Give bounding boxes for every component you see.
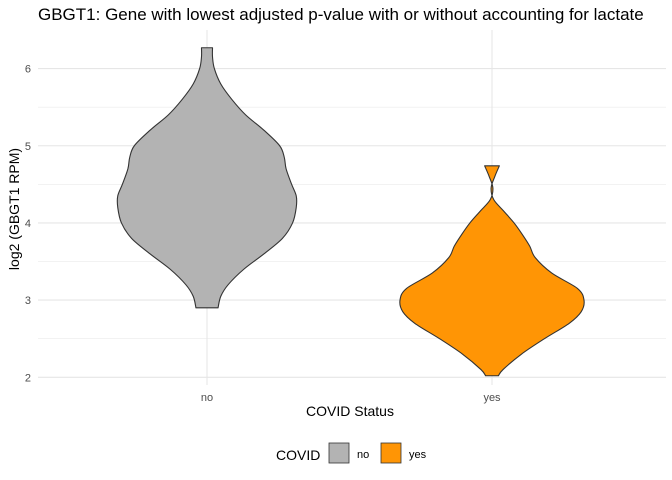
violin-yes [399,165,585,377]
y-tick-label: 4 [25,218,31,230]
y-tick-label: 2 [25,372,31,384]
y-axis-title: log2 (GBGT1 RPM) [6,148,22,270]
x-tick-label: yes [483,392,501,404]
legend: COVID no yes [276,442,427,464]
violins [116,47,585,377]
legend-label-yes: yes [409,449,427,461]
legend-swatch-yes [380,442,402,464]
violin-no [116,47,298,309]
legend-swatch-no [328,442,350,464]
x-axis-title: COVID Status [306,403,394,419]
chart-title: GBGT1: Gene with lowest adjusted p-value… [38,5,644,24]
y-tick-label: 6 [25,64,31,76]
legend-title: COVID [276,447,320,463]
y-tick-label: 3 [25,295,31,307]
y-tick-label: 5 [25,141,31,153]
ticks: 2 3 4 5 6 no yes [25,64,501,404]
x-tick-label: no [201,392,213,404]
legend-label-no: no [357,449,369,461]
